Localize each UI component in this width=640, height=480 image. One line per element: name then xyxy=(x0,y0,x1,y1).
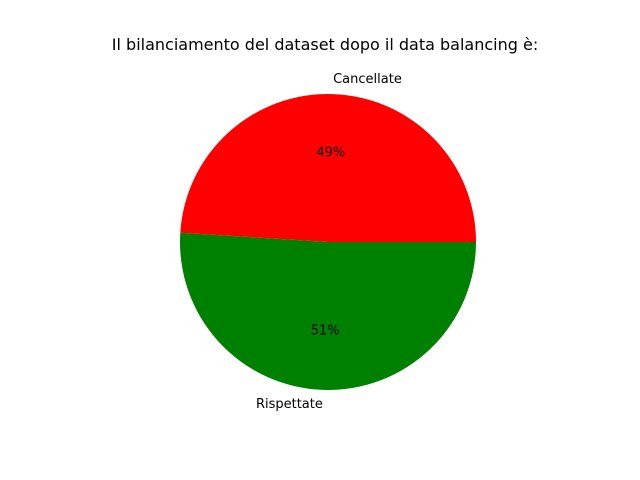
slice-label-rispettate: Rispettate xyxy=(256,397,323,412)
slice-percent-cancellate: 49% xyxy=(316,146,345,161)
pie-slice-rispettate xyxy=(180,232,477,390)
pie-slice-cancellate xyxy=(180,93,476,243)
pie-labels: Cancellate 49% Rispettate 51% xyxy=(256,72,402,412)
pie-slices xyxy=(180,93,477,390)
slice-label-cancellate: Cancellate xyxy=(333,72,402,87)
chart-title: Il bilanciamento del dataset dopo il dat… xyxy=(112,35,538,54)
slice-percent-rispettate: 51% xyxy=(311,323,340,338)
